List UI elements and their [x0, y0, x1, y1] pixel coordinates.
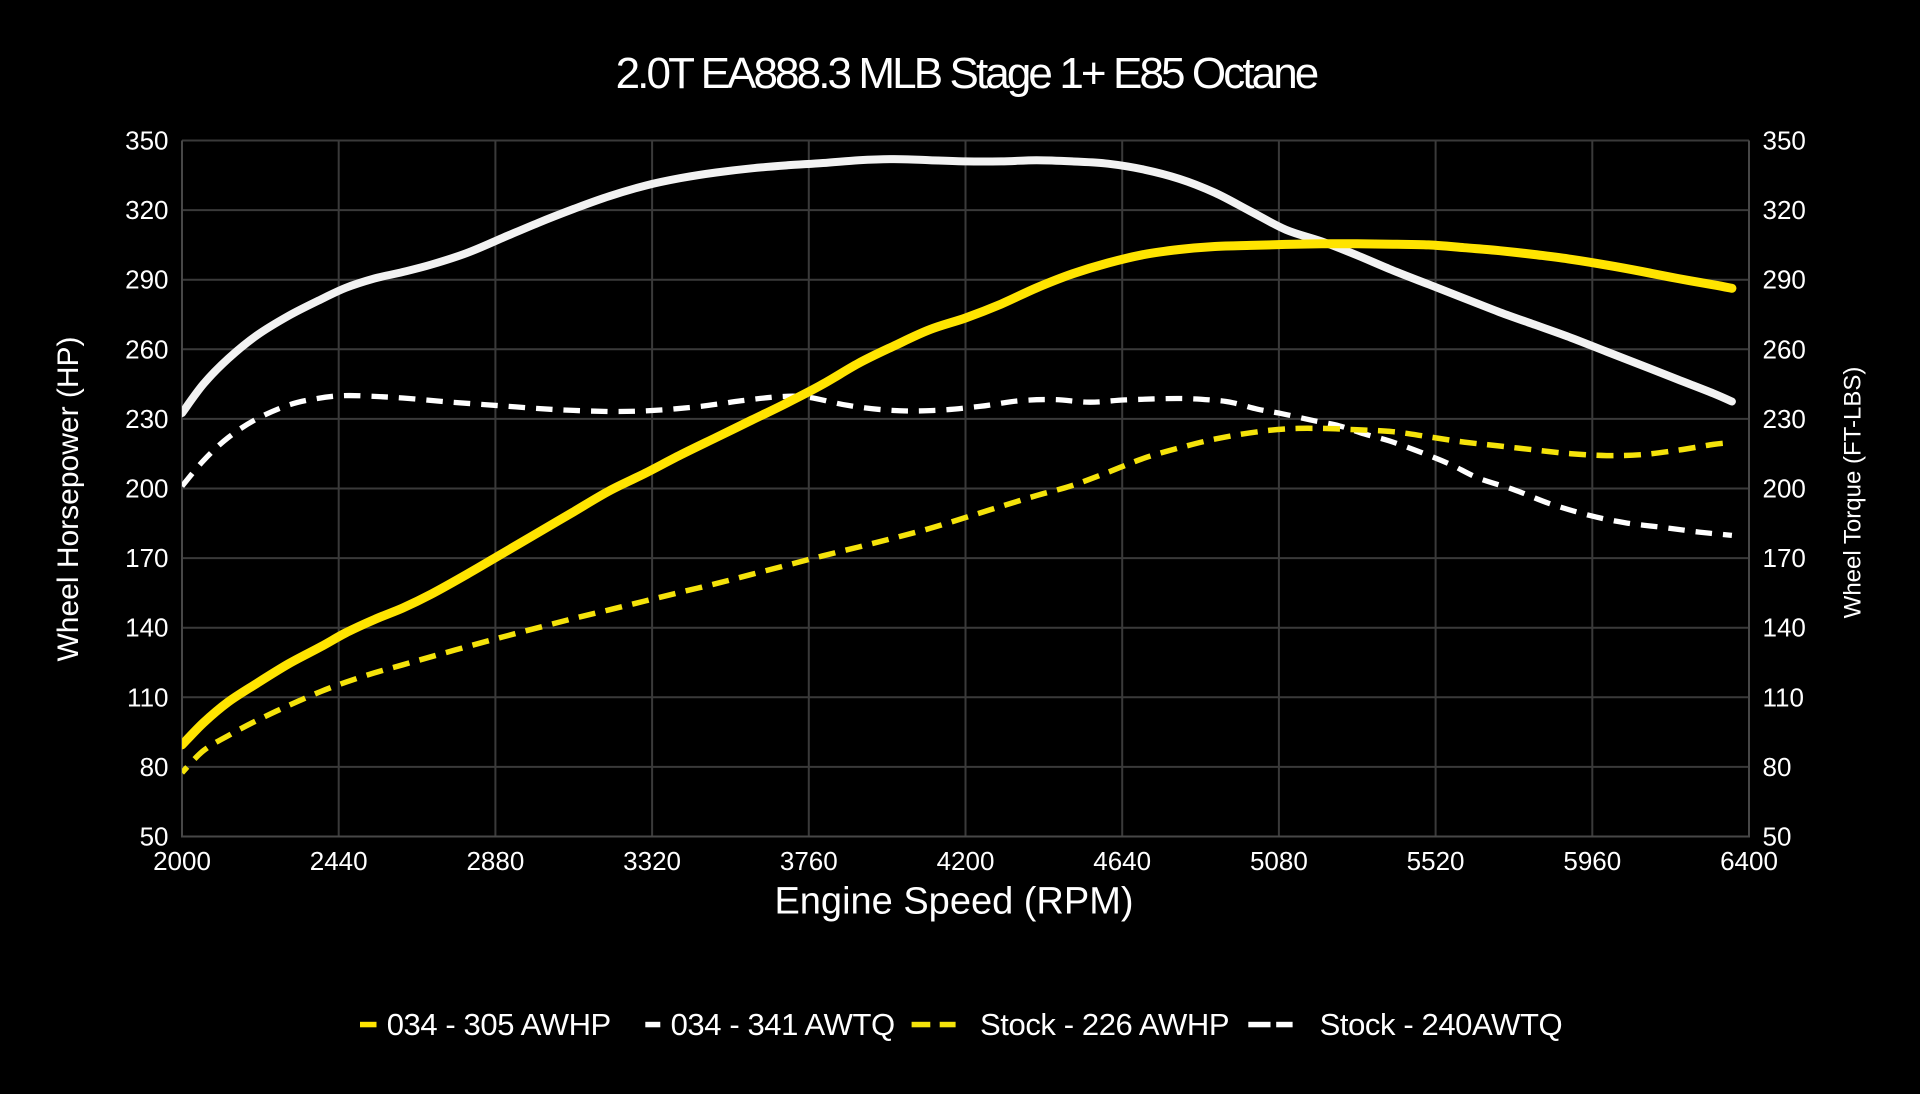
svg-text:5080: 5080: [1250, 846, 1308, 876]
svg-text:290: 290: [1763, 265, 1806, 295]
svg-text:50: 50: [1763, 822, 1792, 852]
svg-text:260: 260: [1763, 334, 1806, 364]
svg-text:3760: 3760: [780, 846, 838, 876]
svg-text:260: 260: [125, 334, 168, 364]
svg-text:350: 350: [1763, 126, 1806, 156]
svg-text:80: 80: [1763, 752, 1792, 782]
svg-text:200: 200: [1763, 474, 1806, 504]
svg-text:3320: 3320: [623, 846, 681, 876]
svg-text:230: 230: [125, 404, 168, 434]
svg-text:230: 230: [1763, 404, 1806, 434]
svg-text:140: 140: [1763, 613, 1806, 643]
svg-text:350: 350: [125, 126, 168, 156]
svg-text:110: 110: [127, 682, 168, 712]
svg-text:170: 170: [1763, 543, 1806, 573]
svg-text:Wheel Horsepower (HP): Wheel Horsepower (HP): [52, 336, 85, 661]
svg-text:4200: 4200: [937, 846, 995, 876]
svg-text:320: 320: [125, 195, 168, 225]
svg-text:110: 110: [1763, 682, 1804, 712]
svg-text:320: 320: [1763, 195, 1806, 225]
svg-text:2880: 2880: [466, 846, 524, 876]
svg-text:80: 80: [140, 752, 169, 782]
svg-text:Wheel Torque (FT-LBS): Wheel Torque (FT-LBS): [1840, 367, 1867, 619]
svg-text:034 - 341 AWTQ: 034 - 341 AWTQ: [671, 1007, 895, 1042]
svg-text:6400: 6400: [1720, 846, 1778, 876]
svg-text:140: 140: [125, 613, 168, 643]
svg-text:5960: 5960: [1563, 846, 1621, 876]
svg-text:4640: 4640: [1093, 846, 1151, 876]
svg-text:2.0T EA888.3 MLB Stage 1+ E85: 2.0T EA888.3 MLB Stage 1+ E85 Octane: [616, 49, 1318, 98]
svg-text:2000: 2000: [153, 846, 211, 876]
svg-text:Engine Speed (RPM): Engine Speed (RPM): [774, 881, 1133, 923]
svg-text:Stock - 226 AWHP: Stock - 226 AWHP: [980, 1007, 1229, 1042]
svg-text:200: 200: [125, 474, 168, 504]
svg-text:50: 50: [140, 822, 169, 852]
svg-text:5520: 5520: [1407, 846, 1465, 876]
svg-text:Stock - 240AWTQ: Stock - 240AWTQ: [1320, 1007, 1563, 1042]
svg-text:034 - 305 AWHP: 034 - 305 AWHP: [387, 1007, 611, 1042]
svg-text:290: 290: [125, 265, 168, 295]
svg-text:2440: 2440: [310, 846, 368, 876]
svg-text:170: 170: [125, 543, 168, 573]
